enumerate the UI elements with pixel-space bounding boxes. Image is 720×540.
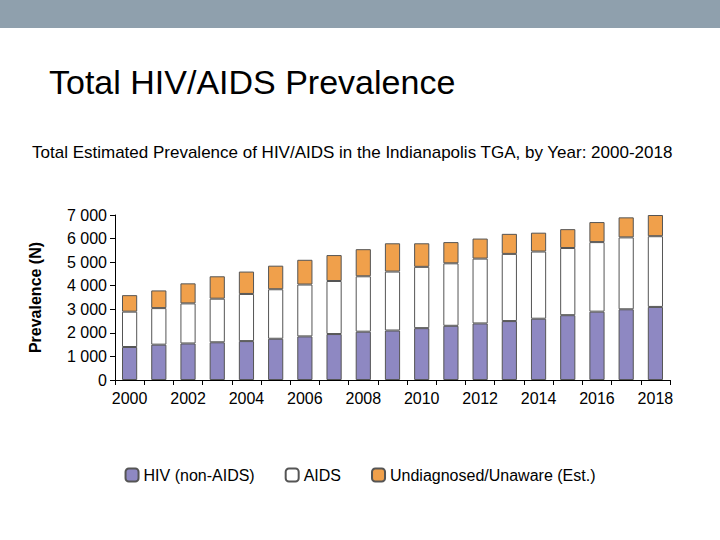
svg-text:2000: 2000 [112, 390, 148, 407]
svg-text:Total Estimated Prevalence of: Total Estimated Prevalence of HIV/AIDS i… [32, 143, 672, 162]
svg-text:2008: 2008 [345, 390, 381, 407]
svg-text:2010: 2010 [404, 390, 440, 407]
svg-text:2018: 2018 [638, 390, 674, 407]
svg-text:2006: 2006 [287, 390, 323, 407]
svg-text:Total HIV/AIDS Prevalence: Total HIV/AIDS Prevalence [49, 63, 455, 101]
svg-text:7 000: 7 000 [67, 207, 107, 224]
svg-text:2014: 2014 [521, 390, 557, 407]
svg-text:HIV (non-AIDS): HIV (non-AIDS) [144, 467, 255, 484]
svg-text:2002: 2002 [170, 390, 206, 407]
svg-text:2004: 2004 [229, 390, 265, 407]
svg-text:AIDS: AIDS [304, 467, 341, 484]
svg-text:2 000: 2 000 [67, 324, 107, 341]
svg-text:3 000: 3 000 [67, 301, 107, 318]
svg-text:Undiagnosed/Unaware (Est.): Undiagnosed/Unaware (Est.) [390, 467, 595, 484]
svg-text:0: 0 [98, 372, 107, 389]
svg-text:6 000: 6 000 [67, 230, 107, 247]
svg-text:Prevalence (N): Prevalence (N) [27, 242, 44, 353]
svg-text:2012: 2012 [462, 390, 498, 407]
svg-text:4 000: 4 000 [67, 277, 107, 294]
svg-text:5 000: 5 000 [67, 254, 107, 271]
svg-text:1 000: 1 000 [67, 348, 107, 365]
svg-text:2016: 2016 [579, 390, 615, 407]
